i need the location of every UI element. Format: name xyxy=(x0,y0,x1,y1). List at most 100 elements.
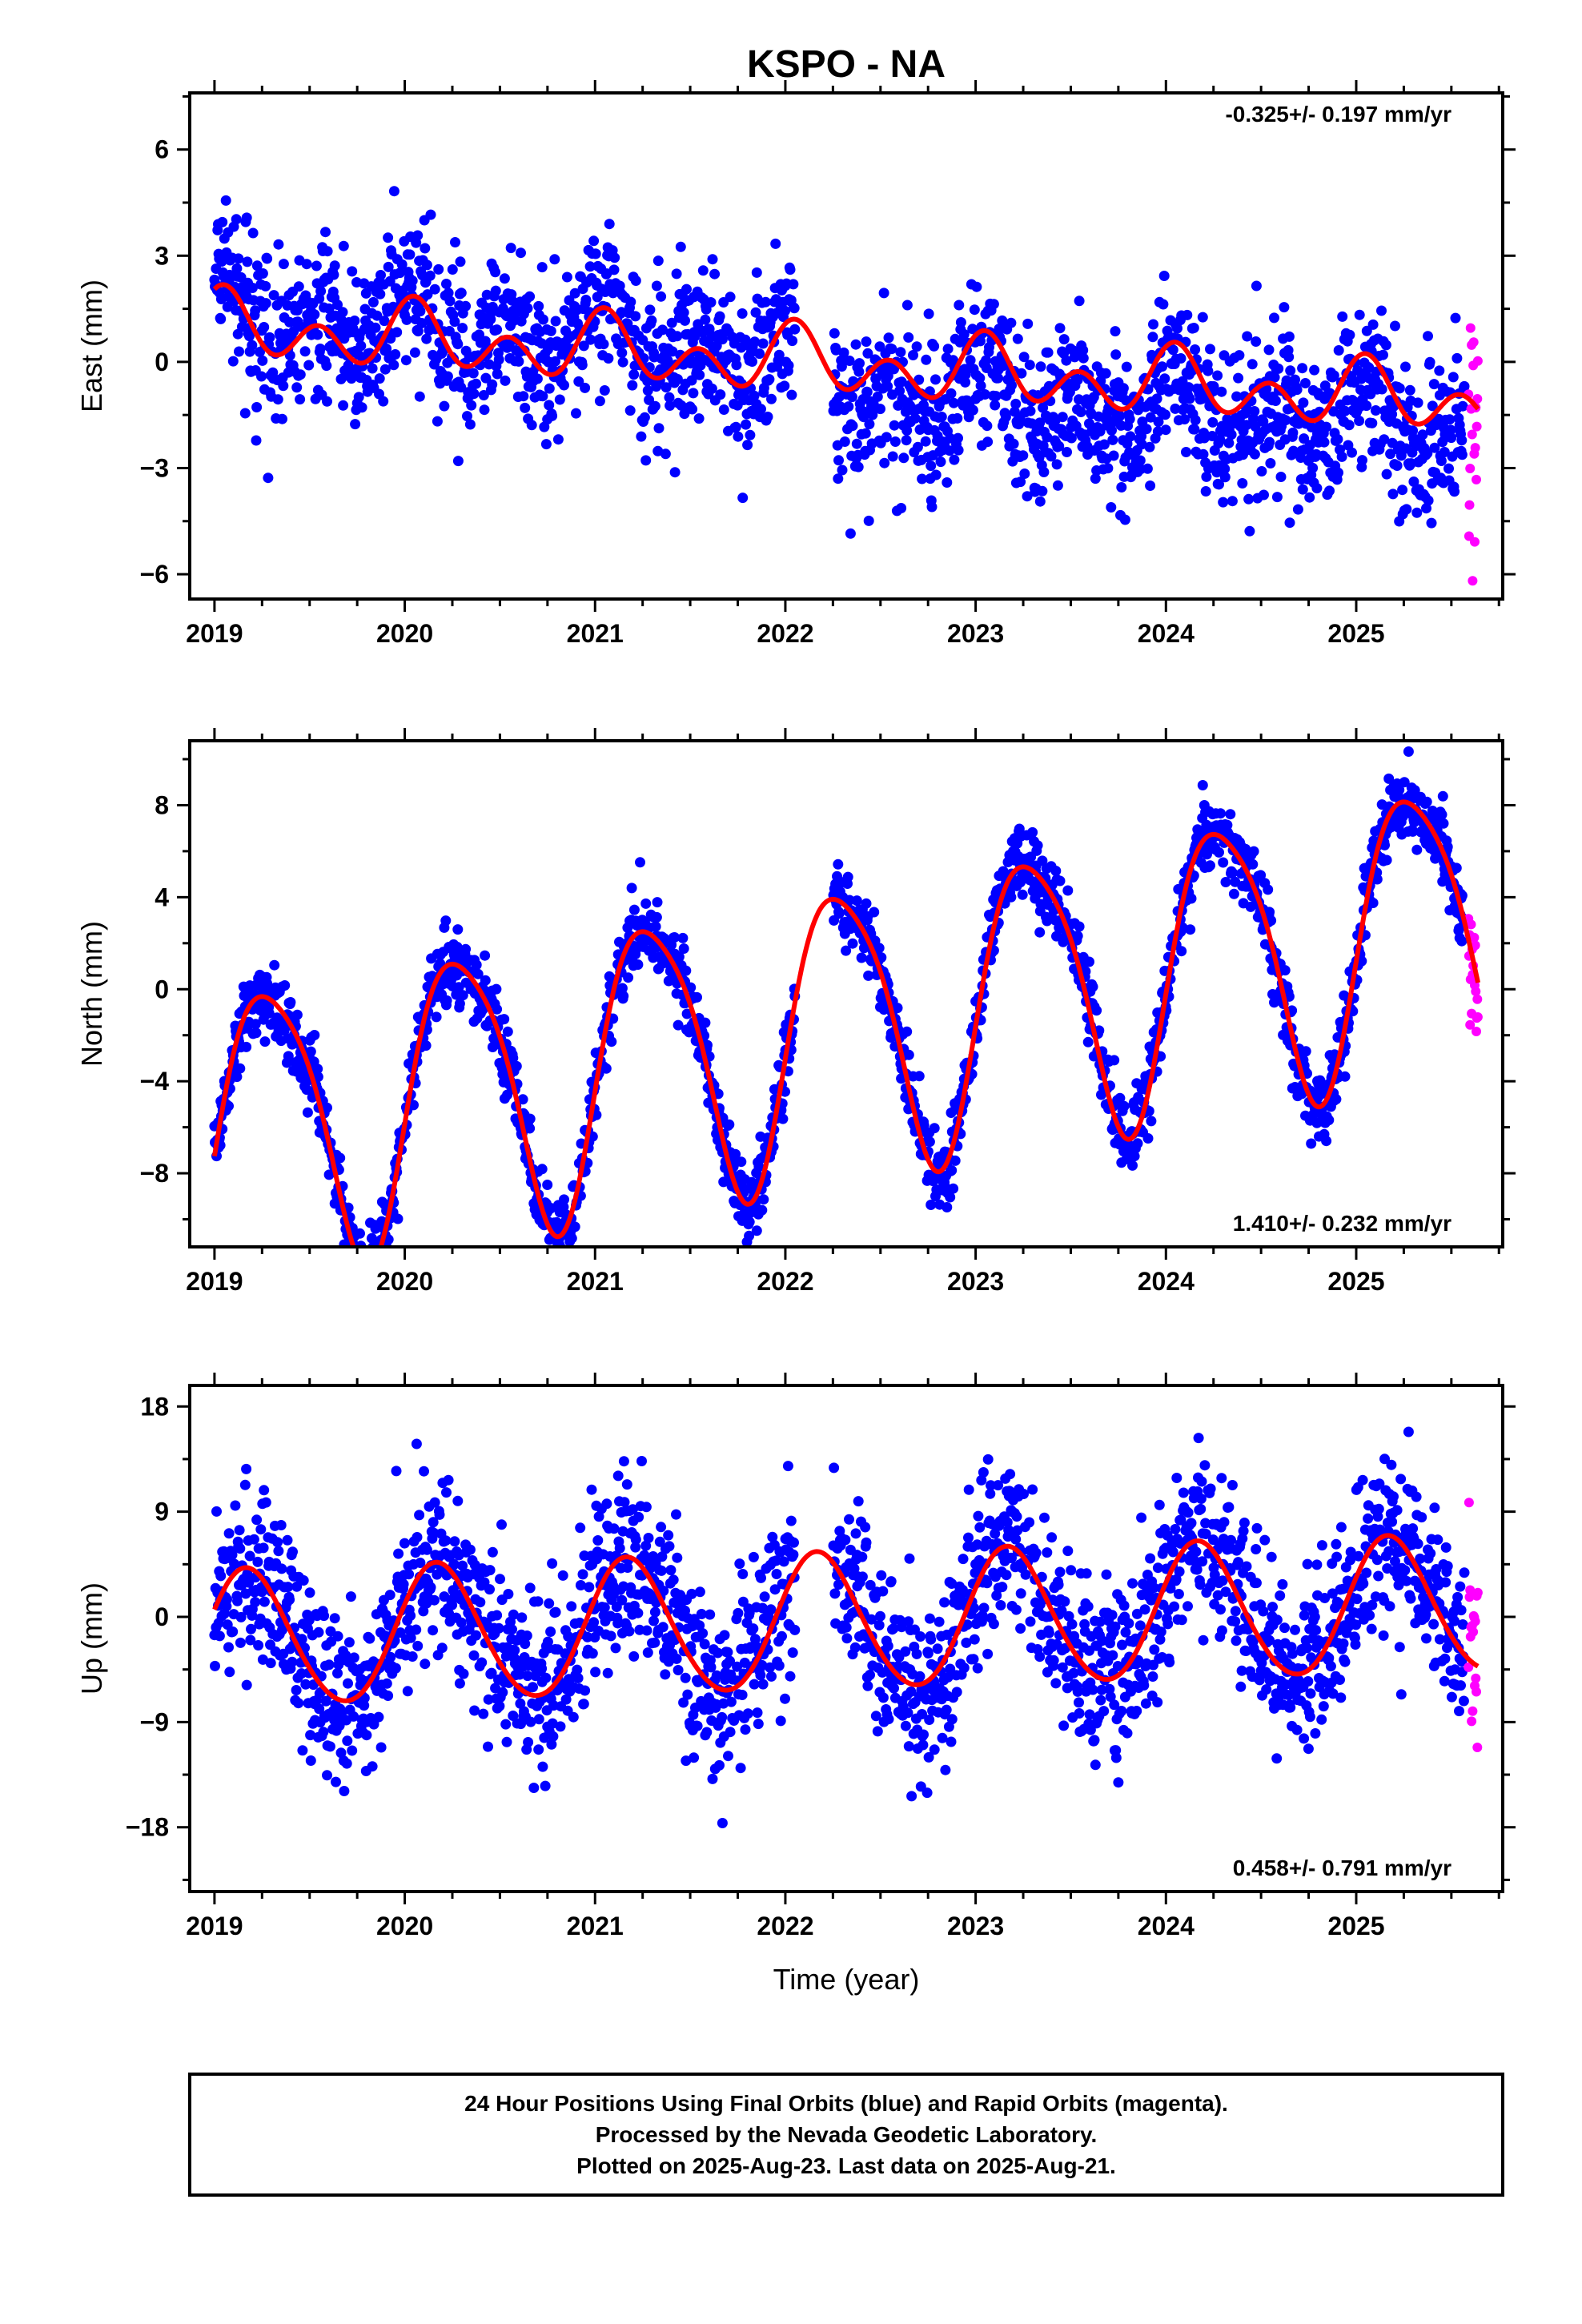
final-orbit-point xyxy=(913,1071,925,1082)
final-orbit-point xyxy=(484,1584,495,1595)
final-orbit-point xyxy=(1380,340,1391,351)
final-orbit-point xyxy=(416,318,428,328)
final-orbit-point xyxy=(440,1535,452,1546)
final-orbit-point xyxy=(1225,809,1236,820)
final-orbit-point xyxy=(1218,497,1229,508)
final-orbit-point xyxy=(632,959,644,970)
final-orbit-point xyxy=(614,1542,625,1554)
rapid-orbit-point xyxy=(1472,421,1482,432)
final-orbit-point xyxy=(425,1582,436,1593)
final-orbit-point xyxy=(547,410,558,421)
final-orbit-point xyxy=(1436,809,1447,820)
final-orbit-point xyxy=(399,1538,410,1549)
final-orbit-point xyxy=(635,857,645,868)
final-orbit-point xyxy=(247,283,258,293)
final-orbit-point xyxy=(381,343,392,354)
y-tick-label: 6 xyxy=(155,135,169,164)
final-orbit-point xyxy=(598,339,609,350)
final-orbit-point xyxy=(625,296,636,308)
final-orbit-point xyxy=(1321,1136,1332,1147)
final-orbit-point xyxy=(909,412,921,424)
final-orbit-point xyxy=(1309,364,1320,376)
final-orbit-point xyxy=(493,1622,504,1634)
final-orbit-point xyxy=(1186,893,1197,904)
final-orbit-point xyxy=(953,444,964,456)
final-orbit-point xyxy=(332,300,343,310)
final-orbit-point xyxy=(1106,502,1117,513)
final-orbit-point xyxy=(929,1123,940,1134)
final-orbit-point xyxy=(1215,434,1226,445)
final-orbit-point xyxy=(338,240,349,251)
final-orbit-point xyxy=(981,355,992,366)
final-orbit-point xyxy=(1444,414,1456,425)
final-orbit-point xyxy=(263,1007,275,1019)
final-orbit-point xyxy=(299,346,311,357)
final-orbit-point xyxy=(651,280,662,292)
final-orbit-point xyxy=(257,268,268,279)
final-orbit-point xyxy=(1019,468,1030,479)
final-orbit-point xyxy=(1136,431,1147,442)
final-orbit-point xyxy=(339,1786,350,1796)
final-orbit-point xyxy=(622,318,633,329)
final-orbit-point xyxy=(952,412,963,424)
final-orbit-point xyxy=(464,419,476,430)
final-orbit-point xyxy=(786,389,797,400)
final-orbit-point xyxy=(231,214,242,225)
final-orbit-point xyxy=(1234,350,1245,361)
final-orbit-point xyxy=(883,332,894,344)
final-orbit-point xyxy=(388,360,400,371)
final-orbit-point xyxy=(578,1699,589,1710)
final-orbit-point xyxy=(540,439,552,450)
final-orbit-point xyxy=(717,334,728,345)
final-orbit-point xyxy=(1403,746,1414,757)
final-orbit-point xyxy=(545,1626,556,1637)
final-orbit-point xyxy=(355,1228,365,1239)
final-orbit-point xyxy=(697,265,709,276)
final-orbit-point xyxy=(496,1519,507,1530)
final-orbit-point xyxy=(1185,924,1196,935)
final-orbit-point xyxy=(1424,356,1435,368)
east-points xyxy=(209,186,1483,586)
final-orbit-point xyxy=(854,358,865,369)
final-orbit-point xyxy=(262,253,273,264)
final-orbit-point xyxy=(532,373,543,384)
final-orbit-point xyxy=(491,983,502,995)
final-orbit-point xyxy=(388,186,400,197)
final-orbit-point xyxy=(744,1216,755,1228)
final-orbit-point xyxy=(343,1637,355,1648)
final-orbit-point xyxy=(210,1660,220,1671)
final-orbit-point xyxy=(1034,417,1046,428)
final-orbit-point xyxy=(709,268,721,279)
final-orbit-point xyxy=(789,303,800,314)
final-orbit-point xyxy=(1216,386,1227,397)
final-orbit-point xyxy=(353,392,364,403)
rapid-orbit-point xyxy=(1468,576,1478,586)
final-orbit-point xyxy=(247,227,259,239)
final-orbit-point xyxy=(215,1570,227,1582)
final-orbit-point xyxy=(262,978,273,989)
final-orbit-point xyxy=(1114,410,1126,421)
final-orbit-point xyxy=(524,1123,536,1134)
final-orbit-point xyxy=(1203,365,1214,376)
final-orbit-point xyxy=(861,898,872,909)
final-orbit-point xyxy=(842,871,853,883)
final-orbit-point xyxy=(460,943,472,955)
final-orbit-point xyxy=(456,382,467,393)
final-orbit-point xyxy=(441,279,452,289)
final-orbit-point xyxy=(608,1523,620,1534)
final-orbit-point xyxy=(415,306,426,317)
final-orbit-point xyxy=(345,1591,356,1602)
final-orbit-point xyxy=(642,385,653,396)
final-orbit-point xyxy=(260,298,271,309)
final-orbit-point xyxy=(1027,826,1038,838)
final-orbit-point xyxy=(590,248,601,259)
final-orbit-point xyxy=(651,911,662,923)
final-orbit-point xyxy=(227,356,239,367)
final-orbit-point xyxy=(345,1249,355,1260)
final-orbit-point xyxy=(499,1014,510,1025)
final-orbit-point xyxy=(662,355,673,366)
final-orbit-point xyxy=(259,1485,270,1496)
final-orbit-point xyxy=(265,1658,276,1669)
final-orbit-point xyxy=(1287,427,1299,438)
final-orbit-point xyxy=(520,402,531,413)
